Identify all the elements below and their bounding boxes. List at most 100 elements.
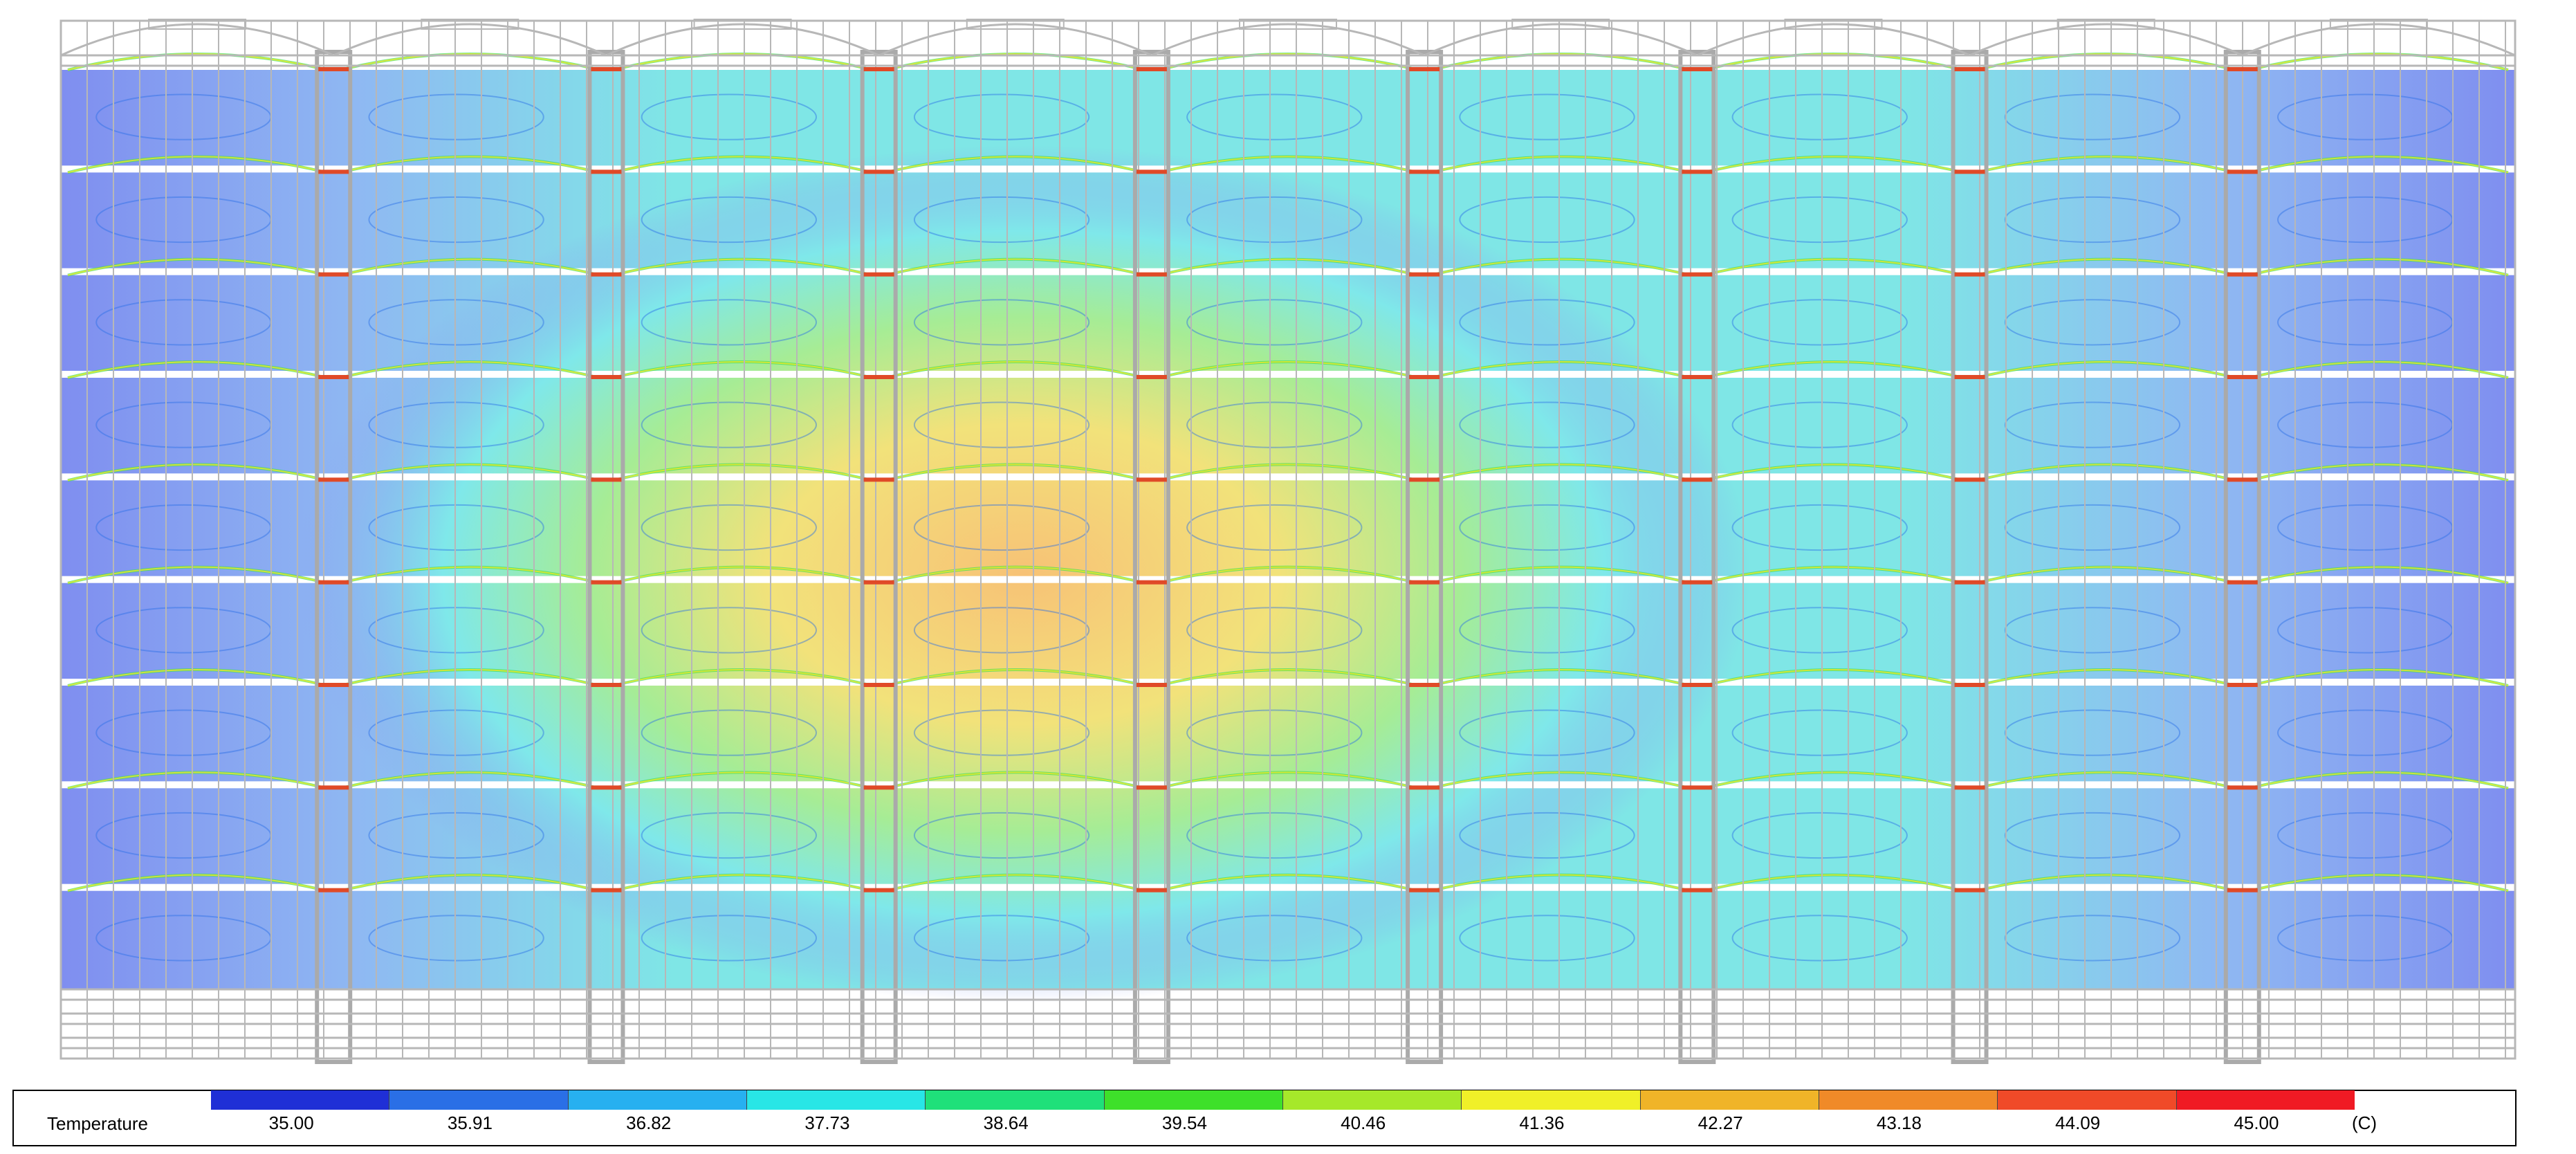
vent-marker (2227, 888, 2258, 892)
flow-arc-edge (1704, 361, 1963, 378)
flow-arc-edge (613, 156, 872, 174)
flow-arc-edge (1704, 669, 1963, 686)
contour-line (1186, 299, 1363, 346)
contour-line (1459, 607, 1635, 654)
row-separator (61, 883, 2515, 891)
contour-line (1731, 607, 1908, 654)
flow-arc-edge (885, 258, 1146, 276)
vent-marker (318, 170, 349, 174)
vent-marker (1954, 683, 1985, 687)
rack-pillar (2223, 50, 2261, 1064)
flow-arc-edge (1158, 258, 1418, 276)
contour-line (1731, 709, 1908, 756)
top-fixture (2329, 19, 2428, 30)
flow-arc-edge (1976, 156, 2236, 174)
flow-arc-edge (1158, 566, 1418, 584)
flow-arc-edge (1158, 464, 1418, 482)
contour-line (2004, 915, 2181, 962)
flow-arc-edge (1158, 874, 1418, 892)
flow-arc-edge (613, 464, 872, 482)
vent-marker (591, 375, 622, 379)
vent-marker (591, 272, 622, 277)
flow-arc-edge (885, 566, 1146, 584)
vent-marker (318, 67, 349, 71)
contour-line (1731, 196, 1908, 244)
vent-marker (2227, 272, 2258, 277)
vent-marker (1954, 888, 1985, 892)
vent-marker (2227, 67, 2258, 71)
contour-line (368, 401, 544, 448)
flow-arc-edge (67, 771, 327, 789)
flow-arc-edge (885, 669, 1146, 686)
vent-marker (1409, 683, 1440, 687)
vent-marker (591, 785, 622, 790)
contour-line (2004, 504, 2181, 551)
vent-marker (863, 170, 894, 174)
contour-line (1459, 401, 1635, 448)
flow-arc-edge (67, 361, 327, 378)
scale-tick-label: 39.54 (1161, 1112, 1207, 1133)
vent-marker (318, 477, 349, 482)
vent-marker (1954, 272, 1985, 277)
vent-marker (863, 375, 894, 379)
vent-marker (2227, 785, 2258, 790)
flow-arc-edge (613, 361, 872, 378)
flow-arc-edge (1976, 361, 2236, 378)
flow-arc-edge (885, 464, 1146, 482)
top-fixture (966, 19, 1065, 30)
scale-swatch (2176, 1090, 2355, 1110)
contour-line (1186, 93, 1363, 140)
vent-marker (2227, 580, 2258, 585)
vent-marker (1136, 580, 1167, 585)
vent-marker (863, 580, 894, 585)
vent-marker (863, 67, 894, 71)
flow-arc-edge (2249, 566, 2509, 584)
temperature-field (61, 66, 2515, 1003)
flow-arc-edge (2249, 669, 2509, 686)
vent-marker (863, 272, 894, 277)
vent-marker (1136, 67, 1167, 71)
contour-line (368, 299, 544, 346)
vent-marker (2227, 477, 2258, 482)
vent-marker (1954, 67, 1985, 71)
flow-arc-edge (1430, 53, 1691, 71)
flow-arc-edge (885, 156, 1146, 174)
contour-line (1186, 401, 1363, 448)
flow-arc-edge (2249, 53, 2509, 71)
flow-arc-edge (1158, 53, 1418, 71)
contour-line (368, 93, 544, 140)
vent-marker (1136, 272, 1167, 277)
vent-marker (1954, 375, 1985, 379)
top-dome (605, 23, 880, 57)
top-dome (1969, 23, 2243, 57)
rack-pillar (587, 50, 625, 1064)
contour-line (641, 401, 817, 448)
flow-arc-edge (1976, 258, 2236, 276)
top-fixture (421, 19, 519, 30)
contour-line (913, 812, 1090, 859)
flow-arc-edge (2249, 771, 2509, 789)
contour-line (1186, 196, 1363, 244)
vent-marker (1954, 580, 1985, 585)
contour-line (368, 607, 544, 654)
scale-swatch (1640, 1090, 1819, 1110)
contour-line (1731, 401, 1908, 448)
scale-tick-label: 45.00 (2234, 1112, 2279, 1133)
flow-arc-edge (67, 874, 327, 892)
flow-arc-edge (2249, 874, 2509, 892)
contour-line (2004, 401, 2181, 448)
flow-arc-edge (885, 361, 1146, 378)
vent-marker (1682, 785, 1713, 790)
flow-arc-edge (1976, 53, 2236, 71)
flow-arc-edge (1976, 669, 2236, 686)
vent-marker (318, 375, 349, 379)
contour-line (641, 607, 817, 654)
rack-pillar (1406, 50, 1444, 1064)
flow-arc-edge (885, 771, 1146, 789)
top-fixture (1511, 19, 1610, 30)
contour-line (641, 299, 817, 346)
contour-line (368, 915, 544, 962)
flow-arc-edge (1704, 156, 1963, 174)
contour-line (641, 812, 817, 859)
top-dome (60, 23, 334, 57)
